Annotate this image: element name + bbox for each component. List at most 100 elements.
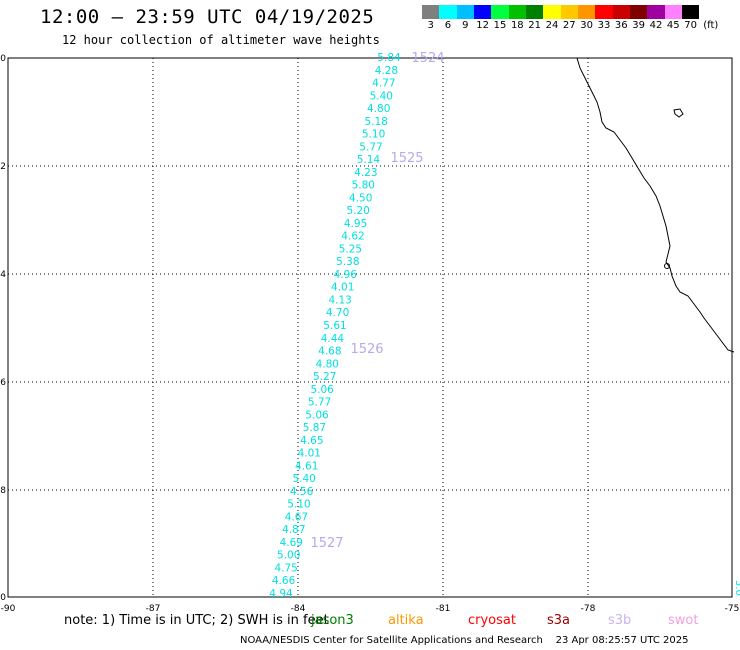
- wave-height-value: 5.77: [308, 397, 331, 409]
- satellite-legend-cryosat: cryosat: [468, 613, 516, 628]
- latitude-label: -12: [0, 162, 6, 172]
- wave-height-value: 4.50: [349, 192, 372, 204]
- color-scale-swatch: [647, 5, 665, 19]
- color-scale-label: 39: [632, 20, 645, 31]
- color-scale-label: 36: [614, 20, 628, 31]
- wave-height-value: 5.00: [277, 550, 300, 562]
- color-scale-legend: (ft) 3 6 9 12 15 18 21 24 27 30 33 36 39 42 45 70: [422, 5, 732, 33]
- pass-time-label: 1527: [310, 536, 343, 551]
- color-scale-label: 42: [649, 20, 663, 31]
- color-scale-swatch: [439, 5, 457, 19]
- wave-height-value: 5.40: [370, 90, 393, 102]
- wave-height-value: 5.06: [310, 384, 334, 396]
- wave-height-value: 4.28: [375, 65, 398, 77]
- wave-height-value: 4.94: [269, 588, 293, 600]
- color-scale-swatch: [422, 5, 440, 19]
- satellite-legend-s3a: s3a: [547, 613, 571, 628]
- wave-height-value: 4.75: [274, 562, 297, 574]
- wave-height-value: 4.95: [344, 218, 367, 230]
- latitude-label: -16: [0, 378, 6, 388]
- wave-height-value: 4.62: [341, 231, 364, 243]
- longitude-label: -81: [436, 604, 451, 614]
- wave-height-value: 5.77: [359, 141, 382, 153]
- color-scale-label: 12: [476, 20, 490, 31]
- color-scale-swatch: [664, 5, 682, 19]
- longitude-label: -87: [146, 604, 161, 614]
- wave-height-value: 4.87: [282, 524, 305, 536]
- satellite-legend-altika: altika: [388, 613, 424, 628]
- page-title: 12:00 – 23:59 UTC 04/19/2025: [40, 6, 375, 28]
- color-scale-swatch: [456, 5, 474, 19]
- footer-note: note: 1) Time is in UTC; 2) SWH is in fe…: [64, 613, 329, 628]
- satellite-legend-s3b: s3b: [608, 613, 632, 628]
- pass-time-label: 1524: [411, 51, 444, 66]
- page-subtitle: 12 hour collection of altimeter wave hei…: [62, 33, 380, 47]
- wave-height-value: 4.66: [272, 575, 296, 587]
- wave-height-value: 4.70: [326, 307, 349, 319]
- color-scale-swatch: [560, 5, 578, 19]
- latitude-label: -14: [0, 270, 6, 280]
- wave-height-value: 5.38: [336, 256, 359, 268]
- wave-height-value: 5.18: [364, 116, 387, 128]
- longitude-label: -84: [291, 604, 306, 614]
- wave-height-value: 5.80: [352, 180, 375, 192]
- wave-height-value: 5.25: [339, 243, 362, 255]
- color-scale-swatch: [473, 5, 492, 19]
- color-scale-swatch: [629, 5, 648, 19]
- wave-height-value: 5.10: [362, 129, 385, 141]
- credit-timestamp: 23 Apr 08:25:57 UTC 2025: [555, 635, 689, 646]
- color-scale-swatch: [491, 5, 509, 19]
- footer-credit: NOAA/NESDIS Center for Satellite Applica…: [240, 635, 689, 646]
- wave-height-value: 4.77: [372, 78, 395, 90]
- longitude-label: -90: [1, 604, 16, 614]
- wave-height-value: 4.56: [290, 486, 314, 498]
- color-scale-swatch: [681, 5, 700, 19]
- map-frame: [7, 57, 733, 598]
- color-scale-label: 30: [580, 20, 593, 31]
- latitude-label: -18: [0, 486, 6, 496]
- wave-height-value: 4.68: [318, 346, 341, 358]
- color-scale-label: 24: [545, 20, 559, 31]
- satellite-legend-swot: swot: [668, 613, 699, 628]
- wave-height-value: 4.96: [334, 269, 358, 281]
- wave-height-value: 5.87: [303, 422, 326, 434]
- wave-height-value: 5.27: [313, 371, 336, 383]
- wave-height-value: 4.44: [321, 333, 345, 345]
- color-scale-label: 6: [444, 20, 452, 31]
- satellite-legend-jason3: jason3: [311, 613, 354, 628]
- color-scale-swatch: [543, 5, 561, 19]
- color-scale-swatch: [525, 5, 544, 19]
- color-scale-label: 70: [684, 20, 697, 31]
- wave-height-value: 4.67: [285, 511, 308, 523]
- wave-height-value: 5.06: [305, 409, 329, 421]
- color-scale-label: 3: [427, 20, 434, 31]
- color-scale-swatch: [577, 5, 596, 19]
- color-scale-label: 33: [597, 20, 611, 31]
- coastline: [576, 57, 735, 353]
- latitude-label: -10: [0, 54, 6, 64]
- wave-height-value: 5.61: [323, 320, 346, 332]
- coast-inlet: [664, 263, 670, 269]
- wave-height-value: 4.23: [354, 167, 377, 179]
- wave-height-value: 5.14: [357, 154, 381, 166]
- wave-height-value: 4.69: [280, 537, 303, 549]
- wave-height-value: 4.61: [295, 460, 318, 472]
- color-scale-swatch: [612, 5, 630, 19]
- wave-height-value: 4.01: [331, 282, 354, 294]
- wave-height-value: 5.10: [287, 499, 310, 511]
- color-scale-unit: (ft): [703, 20, 719, 31]
- color-scale-label: 18: [510, 20, 524, 31]
- longitude-label: -78: [581, 604, 596, 614]
- color-scale-label: 21: [528, 20, 542, 31]
- longitude-label: -75: [725, 604, 740, 614]
- color-scale-label: 27: [562, 20, 576, 31]
- pass-time-label: 1525: [390, 151, 423, 166]
- color-scale-swatches: [422, 5, 732, 19]
- credit-text: NOAA/NESDIS Center for Satellite Applica…: [240, 635, 543, 646]
- color-scale-swatch: [595, 5, 613, 19]
- wave-height-value: 5.20: [346, 205, 369, 217]
- wave-height-value: 4.01: [298, 448, 321, 460]
- wave-height-value: 5.40: [292, 473, 315, 485]
